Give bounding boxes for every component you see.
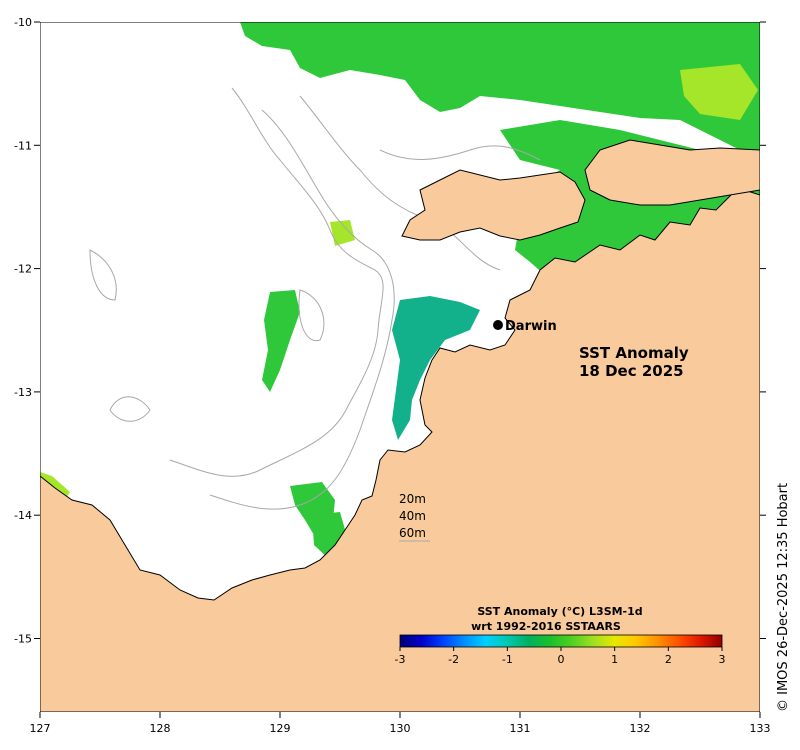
colorbar-tick-label: -3 (395, 653, 406, 666)
lat-tick-label: -14 (14, 509, 32, 522)
anomaly-patch-north (240, 22, 760, 160)
lat-tick-label: -12 (14, 263, 32, 276)
contour-legend: 20m 40m 60m (399, 492, 430, 542)
longitude-axis: 127 128 129 130 131 132 133 (30, 712, 771, 735)
contour-line (209, 109, 395, 510)
contour-label-60m: 60m (399, 526, 426, 540)
contour-line (299, 95, 501, 271)
colorbar-tick-label: -1 (502, 653, 513, 666)
contour-line (298, 289, 325, 342)
anomaly-patch-gulf-coast (392, 296, 480, 440)
imos-credit: © IMOS 26-Dec-2025 12:35 Hobart (776, 482, 791, 712)
lon-tick-label: 132 (630, 722, 651, 735)
colorbar-tick-label: 0 (558, 653, 565, 666)
colorbar-ramp (399, 634, 723, 648)
lon-tick-label: 128 (150, 722, 171, 735)
land-peninsula-north (401, 169, 586, 241)
colorbar-tick-label: -2 (448, 653, 459, 666)
lat-tick-label: -10 (14, 16, 32, 29)
contour-label-40m: 40m (399, 509, 426, 523)
lon-tick-label: 129 (270, 722, 291, 735)
land-peninsula-northeast (584, 139, 760, 206)
contour-label-20m: 20m (399, 492, 426, 506)
land-mainland (40, 187, 760, 712)
anomaly-patch-west (262, 290, 300, 392)
colorbar-tick-label: 3 (719, 653, 726, 666)
lat-tick-label: -13 (14, 386, 32, 399)
colorbar-tick-label: 1 (611, 653, 618, 666)
latitude-axis: -10 -11 -12 -13 -14 -15 (14, 16, 766, 646)
colorbar-ticks: -3 -2 -1 0 1 2 3 (395, 647, 726, 666)
lon-tick-label: 130 (390, 722, 411, 735)
contour-line (109, 396, 151, 422)
lon-tick-label: 131 (510, 722, 531, 735)
lon-tick-label: 127 (30, 722, 51, 735)
anomaly-patch-light-3 (330, 220, 355, 246)
colorbar: SST Anomaly (°C) L3SM-1d wrt 1992-2016 S… (395, 605, 726, 666)
contour-line (89, 249, 117, 301)
anomaly-patch-light-1 (680, 64, 758, 120)
colorbar-title: SST Anomaly (°C) L3SM-1d (477, 605, 642, 618)
lat-tick-label: -11 (14, 139, 32, 152)
lat-tick-label: -15 (14, 633, 32, 646)
bathymetry-contours (89, 87, 541, 510)
map-date: 18 Dec 2025 (579, 362, 684, 380)
contour-line (169, 87, 384, 477)
colorbar-tick-label: 2 (665, 653, 672, 666)
contour-line (379, 145, 541, 161)
map-title: SST Anomaly (579, 344, 689, 362)
colorbar-subtitle: wrt 1992-2016 SSTAARS (471, 620, 621, 633)
darwin-label: Darwin (505, 319, 557, 334)
darwin-marker (493, 320, 503, 330)
lon-tick-label: 133 (750, 722, 771, 735)
land (40, 139, 760, 712)
